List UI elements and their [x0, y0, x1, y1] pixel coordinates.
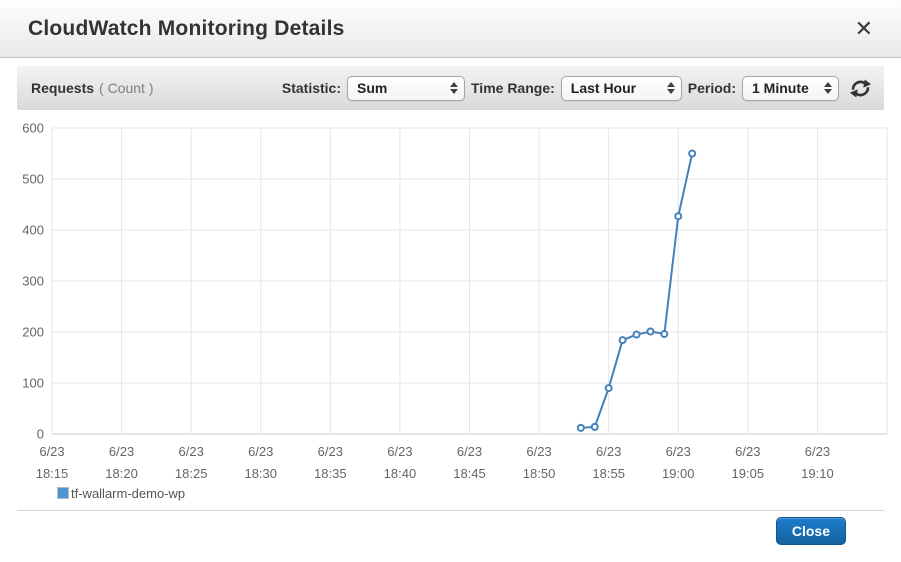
- svg-text:400: 400: [22, 223, 44, 238]
- svg-text:6/23: 6/23: [387, 444, 412, 459]
- page-title: CloudWatch Monitoring Details: [28, 16, 345, 40]
- metric-name: Requests: [31, 80, 95, 96]
- svg-text:200: 200: [22, 325, 44, 340]
- svg-text:6/23: 6/23: [526, 444, 551, 459]
- svg-text:6/23: 6/23: [805, 444, 830, 459]
- svg-text:600: 600: [22, 121, 44, 136]
- close-icon[interactable]: ✕: [854, 15, 873, 41]
- statistic-label: Statistic:: [281, 80, 341, 96]
- svg-text:300: 300: [22, 274, 44, 289]
- svg-text:6/23: 6/23: [596, 444, 621, 459]
- toolbar-controls: Statistic: Sum Time Range: Last Hour Per…: [281, 75, 872, 101]
- svg-text:6/23: 6/23: [457, 444, 482, 459]
- svg-text:19:05: 19:05: [732, 466, 765, 481]
- svg-text:18:55: 18:55: [592, 466, 625, 481]
- chart-area: 0 100 200 300 400 500 600 6/23 18:15 6/23 18:20 6/2…: [0, 110, 901, 482]
- svg-text:6/23: 6/23: [666, 444, 691, 459]
- svg-text:100: 100: [22, 376, 44, 391]
- svg-text:18:15: 18:15: [36, 466, 69, 481]
- time-range-select[interactable]: Last Hour: [560, 75, 682, 101]
- select-arrows-icon: [661, 82, 675, 94]
- svg-text:6/23: 6/23: [39, 444, 64, 459]
- dialog-footer: Close: [0, 511, 901, 545]
- select-arrows-icon: [444, 82, 458, 94]
- metric-unit: ( Count ): [99, 80, 154, 96]
- svg-text:19:00: 19:00: [662, 466, 695, 481]
- chart-toolbar: Requests ( Count ) Statistic: Sum Time R…: [17, 66, 884, 110]
- legend-series-label: tf-wallarm-demo-wp: [71, 485, 186, 501]
- period-select[interactable]: 1 Minute: [742, 75, 839, 101]
- svg-text:18:45: 18:45: [453, 466, 486, 481]
- statistic-select[interactable]: Sum: [347, 75, 465, 101]
- svg-text:18:40: 18:40: [384, 466, 417, 481]
- dialog-header: CloudWatch Monitoring Details ✕: [0, 0, 901, 58]
- period-value: 1 Minute: [752, 80, 809, 96]
- svg-text:18:25: 18:25: [175, 466, 208, 481]
- close-button[interactable]: Close: [775, 517, 846, 545]
- refresh-icon[interactable]: [849, 77, 872, 100]
- time-range-value: Last Hour: [570, 80, 637, 96]
- svg-text:19:10: 19:10: [801, 466, 834, 481]
- svg-text:6/23: 6/23: [318, 444, 343, 459]
- select-arrows-icon: [818, 82, 832, 94]
- svg-text:18:50: 18:50: [523, 466, 556, 481]
- svg-text:6/23: 6/23: [179, 444, 204, 459]
- chart-legend: tf-wallarm-demo-wp: [57, 484, 901, 502]
- period-label: Period:: [687, 80, 736, 96]
- svg-text:6/23: 6/23: [735, 444, 760, 459]
- footer-divider: [17, 510, 884, 511]
- legend-swatch: [57, 487, 69, 499]
- svg-text:18:30: 18:30: [244, 466, 277, 481]
- requests-line-chart: 0 100 200 300 400 500 600 6/23 18:15 6/23 18:20 6/2…: [22, 121, 888, 481]
- statistic-value: Sum: [357, 80, 388, 96]
- svg-text:6/23: 6/23: [109, 444, 134, 459]
- svg-text:0: 0: [37, 427, 44, 442]
- time-range-label: Time Range:: [471, 80, 555, 96]
- svg-text:18:35: 18:35: [314, 466, 347, 481]
- svg-text:6/23: 6/23: [248, 444, 273, 459]
- svg-text:18:20: 18:20: [105, 466, 138, 481]
- svg-text:500: 500: [22, 172, 44, 187]
